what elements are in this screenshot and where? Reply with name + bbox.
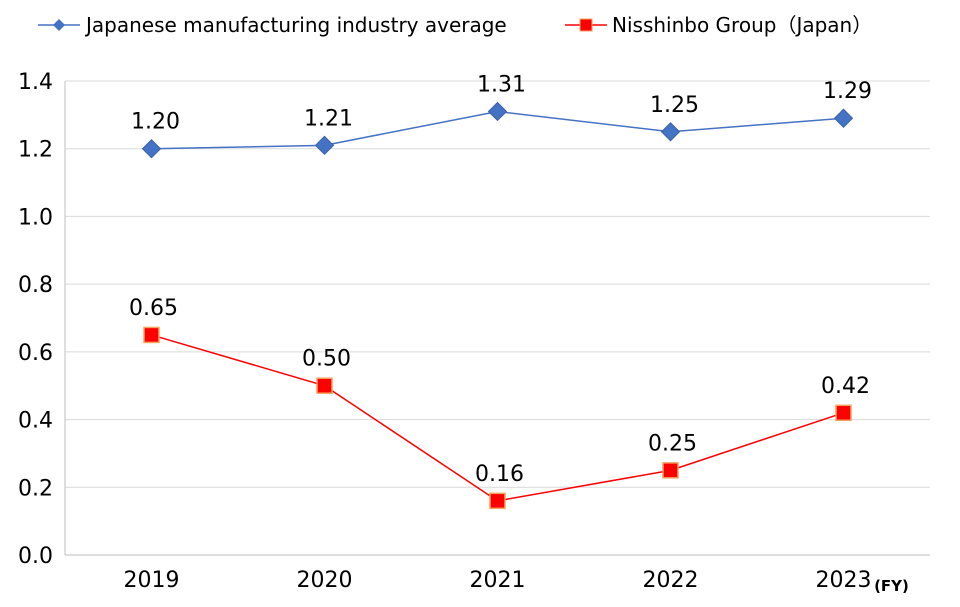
data-label: 1.20 — [131, 110, 180, 135]
legend: Japanese manufacturing industry average N… — [38, 13, 872, 37]
data-label: 0.65 — [129, 296, 178, 321]
series: 1.20 1.21 1.31 1.25 1.29 0.65 0.50 0.16 0.25 0.42 — [129, 72, 872, 510]
data-point — [487, 101, 508, 122]
y-tick-label: 0.0 — [18, 544, 53, 569]
x-tick-label: 2023 — [816, 568, 872, 593]
data-label: 1.29 — [823, 79, 872, 104]
y-tick-label: 0.6 — [18, 341, 53, 366]
data-point — [833, 108, 854, 128]
y-tick-labels: 0.0 0.2 0.4 0.6 0.8 1.0 1.2 1.4 — [18, 70, 53, 569]
x-tick-label: 2022 — [643, 568, 699, 593]
x-axis-unit-label: (FY) — [874, 577, 909, 595]
gridlines — [65, 80, 930, 488]
data-point — [141, 139, 162, 159]
x-tick-label: 2020 — [297, 568, 353, 593]
series-nisshinbo-group: 0.65 0.50 0.16 0.25 0.42 — [129, 296, 870, 510]
y-tick-label: 1.4 — [18, 70, 53, 95]
y-tick-label: 0.4 — [18, 409, 53, 434]
x-tick-labels: 2019 2020 2021 2022 2023 — [124, 568, 872, 593]
x-tick-label: 2019 — [124, 568, 180, 593]
data-point — [314, 135, 335, 156]
legend-label: Nisshinbo Group（Japan） — [612, 13, 872, 37]
data-label: 0.50 — [302, 347, 351, 372]
legend-item: Japanese manufacturing industry average — [38, 13, 507, 37]
legend-label: Japanese manufacturing industry average — [84, 13, 507, 37]
data-label: 1.21 — [304, 106, 353, 131]
data-label: 0.25 — [648, 431, 697, 456]
data-point — [316, 377, 333, 394]
data-point — [143, 326, 160, 344]
legend-marker — [579, 18, 593, 32]
x-tick-label: 2021 — [470, 568, 526, 593]
legend-item: Nisshinbo Group（Japan） — [565, 13, 872, 37]
data-point — [489, 492, 506, 510]
axes — [64, 81, 930, 556]
data-point — [660, 122, 681, 142]
y-tick-label: 1.0 — [18, 205, 53, 230]
data-label: 0.42 — [821, 374, 870, 399]
data-point — [835, 404, 852, 422]
y-tick-label: 0.2 — [18, 476, 53, 501]
data-label: 1.25 — [650, 93, 699, 118]
data-label: 0.16 — [475, 462, 524, 487]
legend-marker — [53, 19, 65, 31]
data-label: 1.31 — [477, 72, 526, 97]
y-tick-label: 1.2 — [18, 138, 53, 163]
y-tick-label: 0.8 — [18, 273, 53, 298]
series-industry-average: 1.20 1.21 1.31 1.25 1.29 — [131, 72, 872, 159]
data-point — [662, 462, 679, 479]
